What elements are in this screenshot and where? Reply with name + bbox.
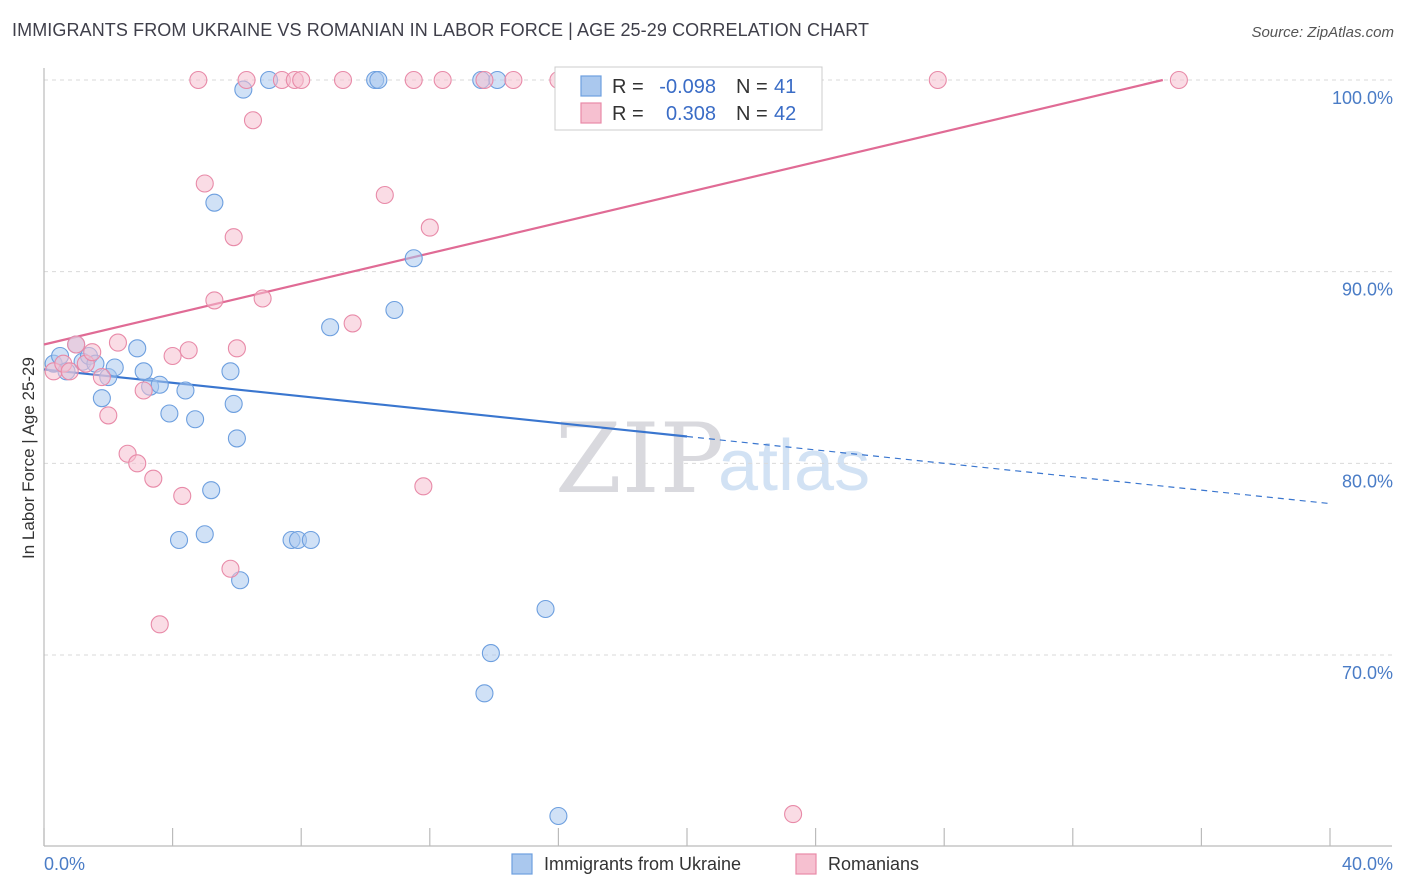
romanian-point (144, 469, 163, 488)
ukraine-point (169, 530, 189, 550)
ukraine-trend-extension (686, 435, 1331, 505)
romanian-point (134, 381, 153, 400)
romanian-point (420, 218, 439, 237)
ukraine-point (224, 394, 243, 413)
ukraine-point (160, 404, 179, 423)
romanian-point (333, 70, 353, 90)
ukraine-point (202, 481, 221, 500)
ukraine-point (195, 525, 214, 544)
stats-r-value-ukraine: -0.098 (659, 76, 716, 98)
romanian-point (475, 70, 494, 90)
y-axis-label: In Labor Force | Age 25-29 (19, 357, 38, 559)
ukraine-point (221, 362, 240, 381)
romanian-point (414, 477, 433, 496)
romanian-point (253, 289, 272, 308)
series-legend: Immigrants from Ukraine Romanians (511, 853, 919, 875)
chart-source: Source: ZipAtlas.com (1251, 24, 1394, 41)
stats-r-label-romanians: R = (612, 103, 644, 125)
romanian-point (128, 454, 147, 473)
ukraine-point (186, 410, 205, 429)
legend-label-romanians: Romanians (828, 854, 919, 874)
romanian-point (150, 615, 169, 634)
tick-labels: 100.0% 90.0% 80.0% 70.0% 0.0% 40.0% (44, 88, 1393, 874)
stats-n-value-romanians: 42 (774, 103, 796, 125)
ukraine-point (301, 530, 320, 550)
y-tick-label: 90.0% (1342, 280, 1393, 300)
ukraine-point (321, 318, 340, 337)
romanian-point (92, 368, 111, 387)
stats-legend: R = -0.098 N = 41 R = 0.308 N = 42 (554, 66, 823, 131)
stats-r-value-romanians: 0.308 (666, 103, 716, 125)
stats-n-label-ukraine: N = (736, 76, 768, 98)
chart-title: IMMIGRANTS FROM UKRAINE VS ROMANIAN IN L… (12, 20, 870, 40)
romanian-point (99, 406, 118, 425)
y-tick-label: 70.0% (1342, 663, 1393, 683)
romanian-point (108, 333, 127, 352)
series-romanians (44, 70, 1188, 824)
ukraine-point (404, 249, 423, 268)
ukraine-point (92, 389, 111, 408)
romanian-point (221, 559, 240, 578)
romanian-point (375, 185, 394, 205)
gridlines (44, 79, 1392, 656)
romanian-point (163, 346, 182, 366)
romanians-trend-line (43, 78, 1164, 346)
ukraine-point (176, 381, 195, 400)
y-tick-label: 100.0% (1332, 88, 1393, 108)
stats-swatch-romanians (580, 102, 602, 124)
romanian-point (67, 335, 86, 354)
ukraine-point (205, 193, 224, 212)
ukraine-point (150, 375, 169, 394)
romanian-point (173, 486, 192, 505)
romanian-point (237, 70, 256, 90)
ukraine-point (536, 599, 555, 619)
stats-n-value-ukraine: 41 (774, 76, 796, 98)
romanian-point (243, 111, 263, 130)
romanian-point (928, 70, 947, 90)
romanian-point (189, 70, 208, 90)
romanian-point (83, 343, 102, 362)
y-tick-label: 80.0% (1342, 471, 1393, 491)
ukraine-point (549, 806, 568, 826)
x-tick-label-max: 40.0% (1342, 854, 1393, 874)
romanian-point (433, 70, 452, 90)
data-points (44, 70, 1188, 826)
romanian-point (504, 70, 523, 90)
romanian-point (343, 314, 362, 333)
ukraine-point (369, 70, 388, 90)
axes (43, 68, 1392, 847)
ukraine-point (105, 358, 124, 377)
watermark-zip: ZIP (555, 403, 724, 515)
legend-label-ukraine: Immigrants from Ukraine (544, 854, 741, 874)
stats-r-label-ukraine: R = (612, 76, 644, 98)
legend-swatch-ukraine (511, 853, 533, 875)
romanian-point (195, 174, 214, 193)
ukraine-point (128, 339, 147, 358)
romanian-point (179, 341, 198, 360)
x-tick-label-min: 0.0% (44, 854, 85, 874)
romanian-point (292, 70, 311, 90)
romanian-point (1169, 70, 1188, 90)
legend-swatch-romanians (795, 853, 817, 875)
romanian-point (60, 362, 79, 381)
romanian-point (227, 339, 246, 358)
romanian-point (205, 291, 224, 310)
romanian-point (224, 228, 243, 247)
ukraine-point (227, 429, 246, 448)
ukraine-point (475, 684, 494, 703)
stats-swatch-ukraine (580, 75, 602, 97)
ukraine-point (481, 644, 500, 663)
romanian-point (784, 805, 803, 824)
ukraine-point (385, 300, 404, 320)
stats-n-label-romanians: N = (736, 103, 768, 125)
ukraine-point (134, 362, 153, 381)
romanian-point (404, 70, 423, 90)
watermark-atlas: atlas (718, 426, 870, 506)
